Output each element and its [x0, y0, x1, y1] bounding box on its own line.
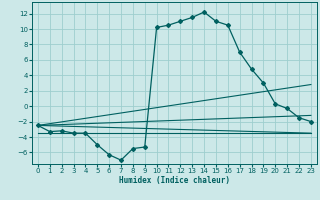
- X-axis label: Humidex (Indice chaleur): Humidex (Indice chaleur): [119, 176, 230, 185]
